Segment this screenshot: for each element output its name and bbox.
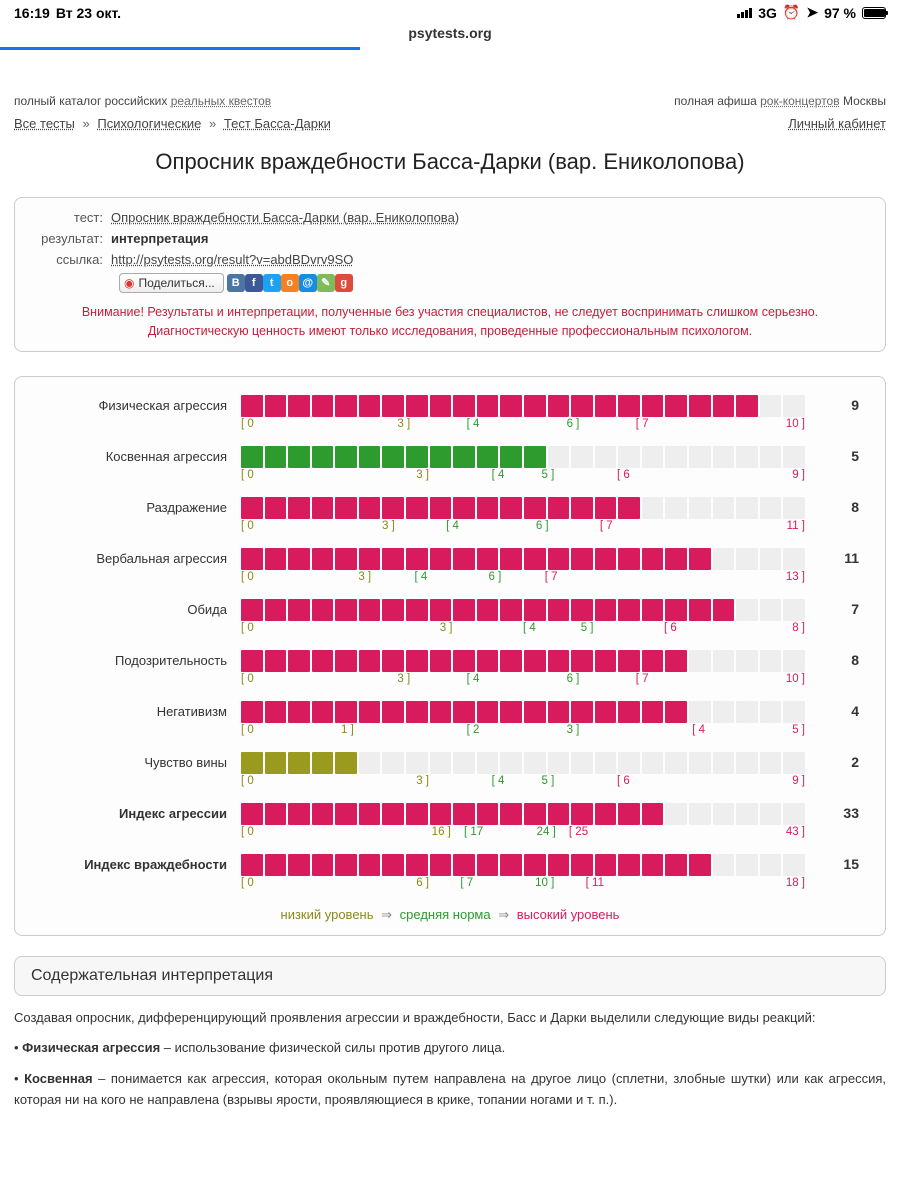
breadcrumb-3[interactable]: Тест Басса-Дарки	[224, 116, 331, 131]
share-social-icon[interactable]: В	[227, 274, 245, 292]
scale-row: Обида[ 03 ][ 45 ][ 68 ]7	[41, 599, 859, 646]
share-social-icon[interactable]: @	[299, 274, 317, 292]
meta-test-label: тест:	[29, 210, 111, 225]
share-social-icon[interactable]: ✎	[317, 274, 335, 292]
scale-label: Индекс агрессии	[41, 803, 241, 821]
battery-icon	[862, 7, 886, 19]
scale-ranges: [ 03 ][ 46 ][ 710 ]	[241, 673, 805, 691]
scale-ranges: [ 03 ][ 46 ][ 710 ]	[241, 418, 805, 436]
ad-right-link[interactable]: рок-концертов	[760, 94, 840, 108]
scale-ranges: [ 03 ][ 45 ][ 69 ]	[241, 469, 805, 487]
scale-ranges: [ 03 ][ 45 ][ 69 ]	[241, 775, 805, 793]
scale-bar	[241, 599, 805, 621]
ad-left: полный каталог российских реальных квест…	[14, 94, 271, 108]
scale-value: 15	[805, 854, 859, 872]
meta-result-value: интерпретация	[111, 231, 208, 246]
scale-label: Подозрительность	[41, 650, 241, 668]
scale-ranges: [ 03 ][ 46 ][ 713 ]	[241, 571, 805, 589]
status-time: 16:19	[14, 5, 50, 21]
scale-label: Физическая агрессия	[41, 395, 241, 413]
scale-bar	[241, 803, 805, 825]
scale-value: 33	[805, 803, 859, 821]
ad-right: полная афиша рок-концертов Москвы	[674, 94, 886, 108]
scale-value: 9	[805, 395, 859, 413]
scale-value: 7	[805, 599, 859, 617]
scale-bar	[241, 650, 805, 672]
scale-row: Негативизм[ 01 ][ 23 ][ 45 ]4	[41, 701, 859, 748]
scale-row: Чувство вины[ 03 ][ 45 ][ 69 ]2	[41, 752, 859, 799]
breadcrumb-1[interactable]: Все тесты	[14, 116, 75, 131]
scale-row: Индекс агрессии[ 016 ][ 1724 ][ 2543 ]33	[41, 803, 859, 850]
browser-url[interactable]: psytests.org	[0, 23, 900, 47]
meta-link-url[interactable]: http://psytests.org/result?v=abdBDvrv9SO	[111, 252, 353, 267]
results-panel: Физическая агрессия[ 03 ][ 46 ][ 710 ]9К…	[14, 376, 886, 936]
page-title: Опросник враждебности Басса-Дарки (вар. …	[14, 149, 886, 175]
share-social-icon[interactable]: t	[263, 274, 281, 292]
meta-result-label: результат:	[29, 231, 111, 246]
share-social-icon[interactable]: o	[281, 274, 299, 292]
meta-panel: тест: Опросник враждебности Басса-Дарки …	[14, 197, 886, 352]
breadcrumb: Все тесты » Психологические » Тест Басса…	[14, 116, 331, 131]
scale-row: Вербальная агрессия[ 03 ][ 46 ][ 713 ]11	[41, 548, 859, 595]
scale-label: Косвенная агрессия	[41, 446, 241, 464]
scale-label: Вербальная агрессия	[41, 548, 241, 566]
cabinet-link[interactable]: Личный кабинет	[788, 116, 886, 131]
network-label: 3G	[758, 5, 777, 21]
scale-label: Обида	[41, 599, 241, 617]
scale-bar	[241, 548, 805, 570]
scale-row: Подозрительность[ 03 ][ 46 ][ 710 ]8	[41, 650, 859, 697]
scale-value: 5	[805, 446, 859, 464]
scale-bar	[241, 701, 805, 723]
scale-value: 4	[805, 701, 859, 719]
scale-bar	[241, 446, 805, 468]
scale-row: Индекс враждебности[ 06 ][ 710 ][ 1118 ]…	[41, 854, 859, 901]
scale-bar	[241, 497, 805, 519]
scale-ranges: [ 06 ][ 710 ][ 1118 ]	[241, 877, 805, 895]
scale-value: 2	[805, 752, 859, 770]
share-button[interactable]: ◉ Поделиться...	[119, 273, 224, 293]
alarm-icon: ⏰	[783, 4, 800, 21]
scale-ranges: [ 016 ][ 1724 ][ 2543 ]	[241, 826, 805, 844]
status-date: Вт 23 окт.	[56, 5, 121, 21]
scale-bar	[241, 395, 805, 417]
scale-ranges: [ 03 ][ 45 ][ 68 ]	[241, 622, 805, 640]
battery-pct: 97 %	[824, 5, 856, 21]
scale-bar	[241, 752, 805, 774]
legend: низкий уровень ⇒ средняя норма ⇒ высокий…	[41, 907, 859, 923]
scale-row: Физическая агрессия[ 03 ][ 46 ][ 710 ]9	[41, 395, 859, 442]
scale-ranges: [ 03 ][ 46 ][ 711 ]	[241, 520, 805, 538]
scale-label: Негативизм	[41, 701, 241, 719]
top-ads-row: полный каталог российских реальных квест…	[14, 94, 886, 108]
scale-label: Раздражение	[41, 497, 241, 515]
page-load-progress	[0, 47, 900, 50]
scale-value: 8	[805, 650, 859, 668]
scale-bar	[241, 854, 805, 876]
ad-left-link[interactable]: реальных квестов	[171, 94, 271, 108]
section-interpretation-header: Содержательная интерпретация	[14, 956, 886, 996]
location-icon: ➤	[806, 4, 818, 21]
share-icon: ◉	[124, 276, 134, 290]
share-social-icon[interactable]: f	[245, 274, 263, 292]
breadcrumb-2[interactable]: Психологические	[97, 116, 201, 131]
share-social-icon[interactable]: g	[335, 274, 353, 292]
meta-link-label: ссылка:	[29, 252, 111, 267]
signal-icon	[737, 8, 752, 18]
scale-value: 8	[805, 497, 859, 515]
interpretation-text: Создавая опросник, дифференцирующий проя…	[14, 1008, 886, 1111]
scale-ranges: [ 01 ][ 23 ][ 45 ]	[241, 724, 805, 742]
share-row: ◉ Поделиться... Вfto@✎g	[119, 273, 871, 293]
scale-row: Раздражение[ 03 ][ 46 ][ 711 ]8	[41, 497, 859, 544]
scale-label: Индекс враждебности	[41, 854, 241, 872]
warning-text: Внимание! Результаты и интерпретации, по…	[29, 303, 871, 341]
scale-row: Косвенная агрессия[ 03 ][ 45 ][ 69 ]5	[41, 446, 859, 493]
scale-value: 11	[805, 548, 859, 566]
ios-status-bar: 16:19 Вт 23 окт. 3G ⏰ ➤ 97 %	[0, 0, 900, 23]
scale-label: Чувство вины	[41, 752, 241, 770]
meta-test-link[interactable]: Опросник враждебности Басса-Дарки (вар. …	[111, 210, 459, 225]
